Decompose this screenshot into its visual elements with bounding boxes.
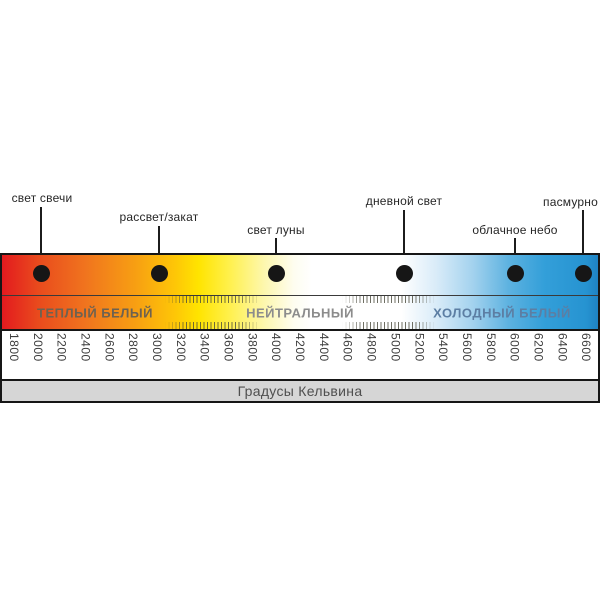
kelvin-tick-value: 6600 xyxy=(579,333,594,362)
kelvin-tick-value: 6000 xyxy=(507,333,522,362)
marker-label-moonlight: свет луны xyxy=(247,223,305,237)
kelvin-tick: 5000 xyxy=(384,331,408,379)
kelvin-tick-value: 2200 xyxy=(54,333,69,362)
kelvin-tick-value: 3000 xyxy=(149,333,164,362)
marker-label-overcast: пасмурно xyxy=(543,195,598,209)
kelvin-tick: 6000 xyxy=(503,331,527,379)
marker-line-dawn-sunset xyxy=(158,226,160,273)
marker-line-overcast xyxy=(582,210,584,273)
kelvin-tick: 1800 xyxy=(2,331,26,379)
kelvin-tick: 2400 xyxy=(74,331,98,379)
transition-ticks-warm-neutral-bottom xyxy=(165,322,260,329)
kelvin-tick-value: 4400 xyxy=(316,333,331,362)
kelvin-tick: 3200 xyxy=(169,331,193,379)
kelvin-tick: 4200 xyxy=(288,331,312,379)
kelvin-tick-value: 3800 xyxy=(245,333,260,362)
marker-line-candle-light xyxy=(40,207,42,273)
transition-ticks-neutral-cold-bottom xyxy=(342,322,435,329)
marker-dot-overcast xyxy=(575,265,592,282)
kelvin-tick-value: 4200 xyxy=(293,333,308,362)
kelvin-tick: 2600 xyxy=(97,331,121,379)
kelvin-tick: 4400 xyxy=(312,331,336,379)
kelvin-tick-value: 3200 xyxy=(173,333,188,362)
zone-label-neutral: НЕЙТРАЛЬНЫЙ xyxy=(246,305,354,320)
transition-ticks-warm-neutral-top xyxy=(165,296,260,303)
kelvin-tick: 5800 xyxy=(479,331,503,379)
marker-label-dawn-sunset: рассвет/закат xyxy=(119,210,199,224)
kelvin-tick-value: 2400 xyxy=(78,333,93,362)
kelvin-tick: 4000 xyxy=(264,331,288,379)
kelvin-tick-value: 6200 xyxy=(531,333,546,362)
kelvin-tick: 3800 xyxy=(240,331,264,379)
kelvin-tick: 3000 xyxy=(145,331,169,379)
marker-label-candle-light: свет свечи xyxy=(11,191,73,205)
zone-band: ТЕПЛЫЙ БЕЛЫЙ НЕЙТРАЛЬНЫЙ ХОЛОДНЫЙ БЕЛЫЙ xyxy=(2,296,598,329)
marker-label-daylight: дневной свет xyxy=(365,194,443,208)
kelvin-tick-value: 4600 xyxy=(340,333,355,362)
kelvin-tick-value: 3600 xyxy=(221,333,236,362)
kelvin-tick: 2000 xyxy=(26,331,50,379)
kelvin-tick: 5400 xyxy=(431,331,455,379)
kelvin-tick: 6200 xyxy=(527,331,551,379)
kelvin-tick-value: 5400 xyxy=(436,333,451,362)
kelvin-tick-value: 3400 xyxy=(197,333,212,362)
kelvin-tick: 2800 xyxy=(121,331,145,379)
marker-dot-daylight xyxy=(396,265,413,282)
marker-dot-cloudy-sky xyxy=(507,265,524,282)
marker-line-daylight xyxy=(403,210,405,273)
zone-label-cold-white: ХОЛОДНЫЙ БЕЛЫЙ xyxy=(433,305,571,320)
temperature-bar: ТЕПЛЫЙ БЕЛЫЙ НЕЙТРАЛЬНЫЙ ХОЛОДНЫЙ БЕЛЫЙ … xyxy=(0,253,600,403)
kelvin-tick-value: 5600 xyxy=(459,333,474,362)
kelvin-tick-value: 2800 xyxy=(126,333,141,362)
kelvin-tick: 4800 xyxy=(360,331,384,379)
kelvin-tick-value: 2600 xyxy=(102,333,117,362)
kelvin-tick: 2200 xyxy=(50,331,74,379)
kelvin-tick-value: 5200 xyxy=(412,333,427,362)
kelvin-tick: 5200 xyxy=(407,331,431,379)
axis-title-bar: Градусы Кельвина xyxy=(2,381,598,401)
axis-title: Градусы Кельвина xyxy=(237,383,363,399)
marker-dot-dawn-sunset xyxy=(151,265,168,282)
transition-ticks-neutral-cold-top xyxy=(342,296,435,303)
kelvin-tick: 3600 xyxy=(217,331,241,379)
marker-dot-moonlight xyxy=(268,265,285,282)
kelvin-tick: 3400 xyxy=(193,331,217,379)
kelvin-tick-value: 5800 xyxy=(483,333,498,362)
zone-label-warm-white: ТЕПЛЫЙ БЕЛЫЙ xyxy=(37,305,153,320)
kelvin-tick-value: 2000 xyxy=(30,333,45,362)
marker-label-cloudy-sky: облачное небо xyxy=(472,223,558,237)
kelvin-tick-scale: 1800 2000 2200 2400 2600 xyxy=(2,329,598,381)
kelvin-tick-value: 4800 xyxy=(364,333,379,362)
kelvin-tick-value: 6400 xyxy=(555,333,570,362)
marker-dot-candle-light xyxy=(33,265,50,282)
kelvin-tick-value: 1800 xyxy=(6,333,21,362)
kelvin-tick-value: 4000 xyxy=(269,333,284,362)
kelvin-tick: 6600 xyxy=(574,331,598,379)
gradient-band xyxy=(2,255,598,296)
kelvin-tick: 6400 xyxy=(550,331,574,379)
kelvin-tick: 4600 xyxy=(336,331,360,379)
kelvin-tick: 5600 xyxy=(455,331,479,379)
kelvin-tick-value: 5000 xyxy=(388,333,403,362)
